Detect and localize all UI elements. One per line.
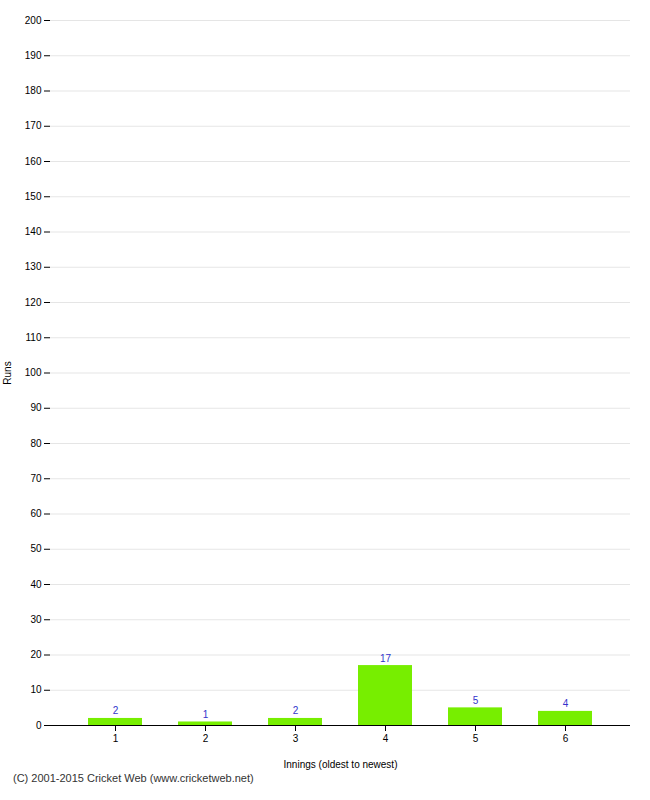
svg-text:1: 1 bbox=[203, 709, 209, 720]
svg-text:140: 140 bbox=[25, 226, 42, 237]
svg-text:3: 3 bbox=[293, 733, 299, 744]
html-text:(C) 2001-2015 Cricket Web (www: (C) 2001-2015 Cricket Web (www.cricketwe… bbox=[13, 772, 254, 784]
svg-text:90: 90 bbox=[30, 402, 42, 413]
svg-text:70: 70 bbox=[30, 473, 42, 484]
svg-text:120: 120 bbox=[25, 297, 42, 308]
svg-text:50: 50 bbox=[30, 543, 42, 554]
svg-text:Innings (oldest to newest): Innings (oldest to newest) bbox=[284, 759, 398, 770]
svg-text:4: 4 bbox=[563, 698, 569, 709]
svg-text:10: 10 bbox=[30, 684, 42, 695]
svg-text:190: 190 bbox=[25, 50, 42, 61]
svg-text:30: 30 bbox=[30, 614, 42, 625]
svg-text:200: 200 bbox=[25, 15, 42, 26]
svg-text:2: 2 bbox=[113, 705, 119, 716]
svg-text:100: 100 bbox=[25, 367, 42, 378]
svg-text:160: 160 bbox=[25, 156, 42, 167]
svg-text:20: 20 bbox=[30, 649, 42, 660]
svg-text:17: 17 bbox=[380, 653, 392, 664]
svg-text:4: 4 bbox=[383, 733, 389, 744]
svg-text:80: 80 bbox=[30, 438, 42, 449]
svg-text:2: 2 bbox=[203, 733, 209, 744]
svg-text:0: 0 bbox=[36, 720, 42, 731]
svg-text:1: 1 bbox=[113, 733, 119, 744]
svg-text:6: 6 bbox=[563, 733, 569, 744]
svg-text:5: 5 bbox=[473, 695, 479, 706]
svg-text:5: 5 bbox=[473, 733, 479, 744]
svg-text:130: 130 bbox=[25, 261, 42, 272]
svg-text:Runs: Runs bbox=[2, 361, 13, 384]
svg-text:110: 110 bbox=[26, 332, 42, 343]
svg-text:170: 170 bbox=[25, 120, 42, 131]
svg-text:60: 60 bbox=[30, 508, 42, 519]
svg-text:40: 40 bbox=[30, 579, 42, 590]
svg-text:180: 180 bbox=[25, 85, 42, 96]
svg-text:150: 150 bbox=[25, 191, 42, 202]
svg-text:2: 2 bbox=[293, 705, 299, 716]
